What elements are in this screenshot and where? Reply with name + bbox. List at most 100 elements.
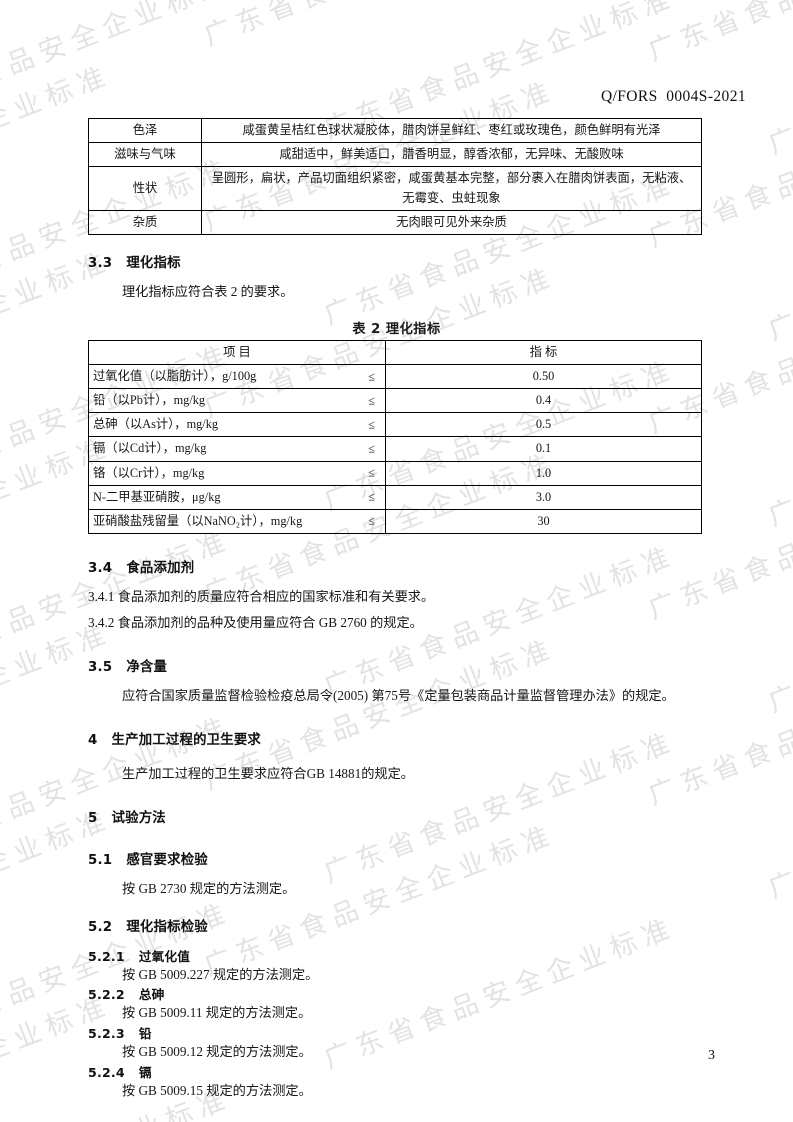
table2-item-cell: 铅（以Pb计），mg/kg ≤: [88, 388, 386, 414]
section-number: 3.5: [88, 660, 113, 676]
section-title: 总砷: [138, 987, 165, 1003]
section-number: 5.2.3: [88, 1026, 125, 1042]
table1-label: 性状: [88, 166, 202, 212]
section-title: 食品添加剂: [126, 560, 195, 576]
section-5-2-2-paragraph: 按 GB 5009.11 规定的方法测定。: [122, 1005, 312, 1021]
less-equal-icon: ≤: [368, 417, 375, 432]
section-title: 感官要求检验: [126, 852, 208, 868]
table2-item-label: 铬（以Cr计），mg/kg: [93, 465, 205, 480]
table-row: 色泽 咸蛋黄呈桔红色球状凝胶体，腊肉饼呈鲜红、枣红或玫瑰色，颜色鲜明有光泽: [88, 117, 702, 144]
table2-value-cell: 1.0: [385, 460, 702, 486]
table2-item-cell: 总砷（以As计），mg/kg ≤: [88, 412, 386, 438]
section-number: 5.2.4: [88, 1065, 125, 1081]
sensory-requirements-table: 色泽 咸蛋黄呈桔红色球状凝胶体，腊肉饼呈鲜红、枣红或玫瑰色，颜色鲜明有光泽 滋味…: [88, 117, 702, 236]
table-row: 铅（以Pb计），mg/kg ≤ 0.4: [88, 388, 702, 414]
section-5-2-1-paragraph: 按 GB 5009.227 规定的方法测定。: [122, 966, 319, 982]
section-number: 3.3: [88, 256, 113, 272]
section-number: 5.1: [88, 852, 113, 868]
section-5-2-4-paragraph: 按 GB 5009.15 规定的方法测定。: [122, 1083, 312, 1099]
table-row: 杂质 无肉眼可见外来杂质: [88, 210, 702, 236]
table-header-row: 项 目 指 标: [88, 340, 702, 366]
less-equal-icon: ≤: [368, 465, 375, 480]
section-heading-5-2-3: 5.2.3 铅: [88, 1023, 705, 1042]
table2-value-cell: 0.5: [385, 412, 702, 438]
table2-value-cell: 30: [385, 508, 702, 534]
section-title: 过氧化值: [138, 948, 191, 964]
section-5-1-paragraph: 按 GB 2730 规定的方法测定。: [122, 880, 296, 896]
table2-caption: 表 2 理化指标: [352, 322, 441, 338]
standard-code-header: Q/FORS 0004S-2021: [600, 88, 746, 105]
table2-item-cell: 镉（以Cd计），mg/kg ≤: [88, 436, 386, 462]
table2-value-cell: 3.0: [385, 484, 702, 510]
section-title: 净含量: [126, 660, 168, 676]
section-3-5-paragraph: 应符合国家质量监督检验检疫总局令(2005) 第75号《定量包装商品计量监督管理…: [122, 688, 675, 704]
less-equal-icon: ≤: [368, 441, 375, 456]
table1-label: 杂质: [88, 210, 202, 236]
table-row: 镉（以Cd计），mg/kg ≤ 0.1: [88, 436, 702, 462]
table2-value-cell: 0.4: [385, 388, 702, 414]
section-heading-3-4: 3.4 食品添加剂: [88, 556, 705, 576]
section-heading-4: 4 生产加工过程的卫生要求: [88, 728, 705, 748]
table-row: 滋味与气味 咸甜适中，鲜美适口，腊香明显，醇香浓郁，无异味、无酸败味: [88, 142, 702, 168]
table2-item-cell: 亚硝酸盐残留量（以NaNO₂计），mg/kg ≤: [88, 508, 386, 534]
section-title: 理化指标: [126, 256, 181, 272]
document-body: 色泽 咸蛋黄呈桔红色球状凝胶体，腊肉饼呈鲜红、枣红或玫瑰色，颜色鲜明有光泽 滋味…: [88, 117, 705, 1101]
section-heading-5: 5 试验方法: [88, 806, 705, 826]
section-title: 理化指标检验: [126, 919, 208, 935]
table2-item-label: 过氧化值（以脂肪计），g/100g: [93, 369, 257, 384]
table1-value: 无肉眼可见外来杂质: [201, 210, 702, 236]
table1-label: 色泽: [88, 117, 202, 144]
table1-value: 咸蛋黄呈桔红色球状凝胶体，腊肉饼呈鲜红、枣红或玫瑰色，颜色鲜明有光泽: [201, 117, 702, 144]
table1-value: 呈圆形，扁状，产品切面组织紧密，咸蛋黄基本完整，部分裹入在腊肉饼表面，无粘液、无…: [201, 166, 702, 212]
table2-value-cell: 0.50: [385, 364, 702, 390]
table2-item-cell: N-二甲基亚硝胺，μg/kg ≤: [88, 484, 386, 510]
table2-item-label: 总砷（以As计），mg/kg: [93, 417, 219, 432]
table2-item-cell: 过氧化值（以脂肪计），g/100g ≤: [88, 364, 386, 390]
section-heading-5-2-2: 5.2.2 总砷: [88, 984, 705, 1003]
less-equal-icon: ≤: [368, 489, 375, 504]
table2-item-label: 铅（以Pb计），mg/kg: [93, 393, 206, 408]
table2-item-cell: 铬（以Cr计），mg/kg ≤: [88, 460, 386, 486]
section-number: 5.2.2: [88, 987, 125, 1003]
section-heading-3-3: 3.3 理化指标: [88, 251, 705, 271]
less-equal-icon: ≤: [368, 369, 375, 384]
table2-header-item: 项 目: [88, 340, 386, 366]
section-number: 3.4: [88, 560, 113, 576]
watermark-text: 广东省食品安全企业标准 广东省食品安全企业标准 广东省食品安全企业标准 广东省食…: [0, 0, 793, 131]
section-4-paragraph: 生产加工过程的卫生要求应符合GB 14881的规定。: [122, 766, 414, 782]
less-equal-icon: ≤: [368, 513, 375, 528]
section-title: 铅: [138, 1026, 152, 1042]
section-number: 5.2.1: [88, 948, 125, 964]
table2-item-label: 亚硝酸盐残留量（以NaNO₂计），mg/kg: [93, 513, 303, 528]
section-number: 5.2: [88, 919, 113, 935]
section-heading-3-5: 3.5 净含量: [88, 655, 705, 675]
table2-item-label: N-二甲基亚硝胺，μg/kg: [93, 489, 221, 504]
physicochemical-index-table: 项 目 指 标 过氧化值（以脂肪计），g/100g ≤ 0.50 铅（以Pb计）…: [88, 340, 702, 534]
section-number: 4: [88, 733, 98, 749]
section-title: 生产加工过程的卫生要求: [111, 733, 262, 749]
section-heading-5-1: 5.1 感官要求检验: [88, 848, 705, 868]
table-row: 过氧化值（以脂肪计），g/100g ≤ 0.50: [88, 364, 702, 390]
table2-header-index: 指 标: [385, 340, 702, 366]
section-title: 镉: [138, 1065, 152, 1081]
table2-item-label: 镉（以Cd计），mg/kg: [93, 441, 207, 456]
table-row: N-二甲基亚硝胺，μg/kg ≤ 3.0: [88, 484, 702, 510]
table-row: 总砷（以As计），mg/kg ≤ 0.5: [88, 412, 702, 438]
page-number: 3: [708, 1048, 715, 1063]
section-3-4-2-paragraph: 3.4.2 食品添加剂的品种及使用量应符合 GB 2760 的规定。: [88, 615, 423, 631]
section-heading-5-2: 5.2 理化指标检验: [88, 915, 705, 935]
section-5-2-3-paragraph: 按 GB 5009.12 规定的方法测定。: [122, 1044, 312, 1060]
section-3-3-paragraph: 理化指标应符合表 2 的要求。: [122, 284, 294, 300]
table-row: 亚硝酸盐残留量（以NaNO₂计），mg/kg ≤ 30: [88, 508, 702, 534]
section-number: 5: [88, 810, 98, 826]
section-heading-5-2-4: 5.2.4 镉: [88, 1062, 705, 1081]
section-heading-5-2-1: 5.2.1 过氧化值: [88, 946, 705, 965]
table-row: 性状 呈圆形，扁状，产品切面组织紧密，咸蛋黄基本完整，部分裹入在腊肉饼表面，无粘…: [88, 166, 702, 212]
less-equal-icon: ≤: [368, 393, 375, 408]
table2-value-cell: 0.1: [385, 436, 702, 462]
table1-label: 滋味与气味: [88, 142, 202, 168]
section-title: 试验方法: [111, 810, 166, 826]
section-3-4-1-paragraph: 3.4.1 食品添加剂的质量应符合相应的国家标准和有关要求。: [88, 588, 435, 604]
watermark-text: 广东省食品安全企业标准 广东省食品安全企业标准 广东省食品安全企业标准 广东省食…: [0, 0, 793, 38]
